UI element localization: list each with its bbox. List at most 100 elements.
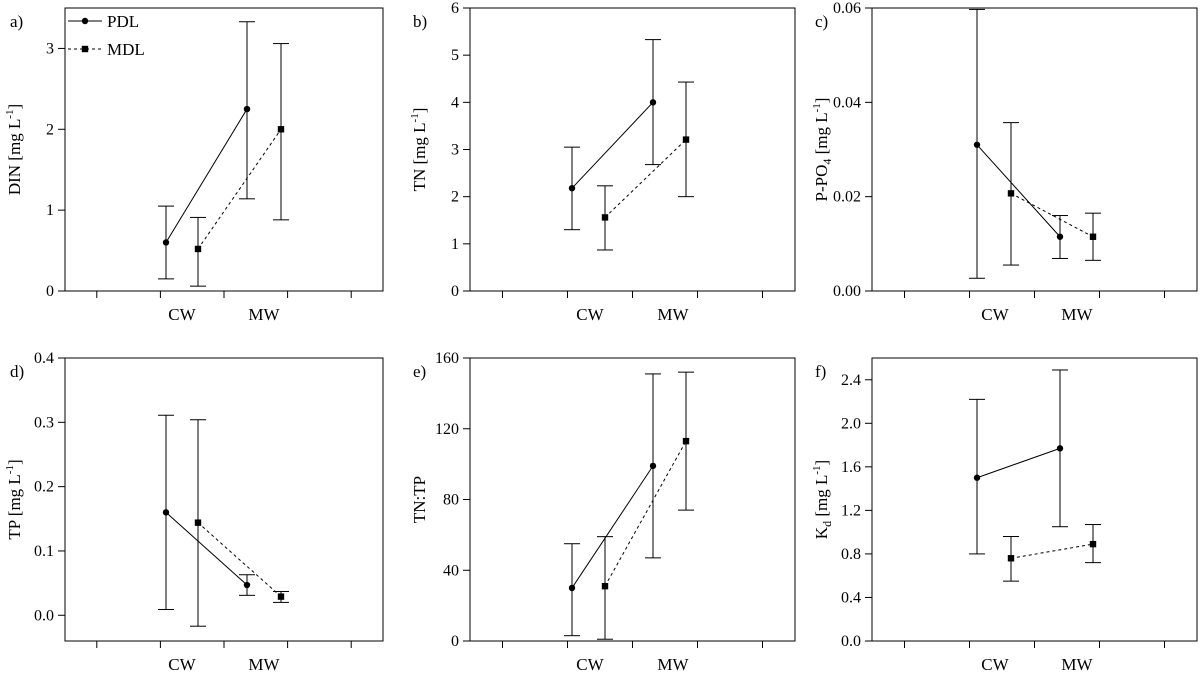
y-tick-label: 2.4 bbox=[841, 372, 861, 389]
y-tick-label: 0.02 bbox=[833, 189, 861, 206]
panel-label: e) bbox=[413, 362, 426, 381]
y-tick-label: 1 bbox=[451, 236, 459, 253]
x-category-label: MW bbox=[1061, 655, 1093, 673]
legend: PDL MDL bbox=[68, 12, 145, 59]
data-point-pdl bbox=[243, 581, 251, 589]
series-line-pdl bbox=[571, 465, 654, 589]
y-tick-label: 0 bbox=[46, 283, 54, 300]
legend-label-mdl: MDL bbox=[107, 40, 145, 59]
data-point-pdl bbox=[1056, 233, 1064, 240]
data-point-mdl bbox=[1007, 190, 1015, 197]
x-category-label: MW bbox=[248, 655, 280, 673]
data-point-pdl bbox=[162, 509, 170, 516]
y-tick-label: 2 bbox=[451, 189, 459, 206]
y-tick-label: 120 bbox=[435, 421, 459, 438]
plot-frame bbox=[871, 357, 1198, 642]
data-point-pdl bbox=[973, 141, 981, 148]
plot-frame bbox=[64, 357, 384, 642]
y-tick-label: 3 bbox=[46, 40, 54, 57]
series-line-mdl bbox=[604, 139, 687, 218]
x-category-label: MW bbox=[657, 655, 689, 673]
y-axis-label: Kd [mg L-1] bbox=[811, 460, 834, 539]
series-line-pdl bbox=[165, 511, 248, 586]
x-category-label: CW bbox=[168, 305, 196, 324]
chart-panel-a: a) 0 1 2 3 CW MW DIN [mg L-1] PDL MDL bbox=[4, 7, 384, 324]
series-line-pdl bbox=[571, 101, 654, 189]
y-tick-label: 0.0 bbox=[34, 607, 54, 624]
panel-label: a) bbox=[10, 12, 23, 31]
x-category-label: MW bbox=[1061, 305, 1093, 324]
y-axis-label: TN [mg L-1] bbox=[409, 108, 429, 192]
chart-panel-f: f) 0.0 0.4 0.8 1.2 1.6 2.0 2.4 CW MW Kd [mg L-1] bbox=[811, 357, 1198, 673]
x-category-label: MW bbox=[657, 305, 689, 324]
y-tick-label: 0.0 bbox=[841, 633, 861, 650]
x-category-label: CW bbox=[576, 655, 604, 673]
y-axis-label: DIN [mg L-1] bbox=[4, 104, 24, 195]
data-point-mdl bbox=[1089, 540, 1097, 548]
series-line-pdl bbox=[976, 144, 1061, 238]
y-tick-label: 0.2 bbox=[34, 479, 54, 496]
data-point-mdl bbox=[277, 593, 285, 600]
y-tick-label: 5 bbox=[451, 47, 459, 64]
y-tick-label: 0 bbox=[451, 633, 459, 650]
data-point-mdl bbox=[682, 136, 690, 143]
x-category-label: CW bbox=[981, 305, 1009, 324]
data-point-mdl bbox=[682, 437, 690, 445]
y-tick-label: 160 bbox=[435, 350, 459, 367]
data-point-pdl bbox=[649, 462, 657, 470]
data-point-pdl bbox=[568, 184, 576, 192]
data-point-pdl bbox=[1056, 445, 1064, 452]
y-tick-label: 4 bbox=[451, 94, 459, 111]
y-axis-label: TP [mg L-1] bbox=[4, 459, 24, 539]
chart-panel-e: e) 0 40 80 120 160 CW MW TN:TP bbox=[410, 350, 796, 673]
panel-label: d) bbox=[10, 362, 24, 381]
data-point-mdl bbox=[277, 126, 285, 133]
y-tick-label: 1 bbox=[46, 202, 54, 219]
data-point-mdl bbox=[601, 214, 609, 221]
chart-panel-b: b) 0 1 2 3 4 5 6 CW MW TN [mg L-1] bbox=[409, 0, 796, 324]
y-tick-label: 6 bbox=[451, 0, 459, 17]
y-tick-label: 2 bbox=[46, 121, 54, 138]
series-line-mdl bbox=[1010, 543, 1094, 559]
y-tick-label: 0.1 bbox=[34, 543, 54, 560]
y-tick-label: 0.06 bbox=[833, 0, 861, 17]
y-tick-label: 0.04 bbox=[833, 94, 861, 111]
y-tick-label: 3 bbox=[451, 142, 459, 159]
y-tick-label: 1.2 bbox=[841, 502, 861, 519]
x-category-label: MW bbox=[248, 305, 280, 324]
data-point-pdl bbox=[243, 105, 251, 113]
series-line-pdl bbox=[976, 447, 1061, 479]
y-tick-label: 0.4 bbox=[841, 589, 861, 606]
x-category-label: CW bbox=[168, 655, 196, 673]
data-point-pdl bbox=[973, 474, 981, 481]
data-point-mdl bbox=[601, 582, 609, 590]
series-line-mdl bbox=[197, 522, 282, 597]
data-point-pdl bbox=[568, 584, 576, 592]
y-tick-label: 1.6 bbox=[841, 459, 861, 476]
y-tick-label: 0 bbox=[451, 283, 459, 300]
x-category-label: CW bbox=[576, 305, 604, 324]
data-point-mdl bbox=[1089, 233, 1097, 240]
chart-panel-c: c) 0.00 0.02 0.04 0.06 CW MW P-PO4 [mg L-1] bbox=[811, 0, 1198, 324]
data-point-mdl bbox=[1007, 555, 1015, 562]
series-line-mdl bbox=[197, 129, 282, 250]
y-tick-label: 0.3 bbox=[34, 414, 54, 431]
legend-marker bbox=[81, 17, 89, 25]
panel-label: c) bbox=[815, 12, 828, 31]
y-tick-label: 0.00 bbox=[833, 283, 861, 300]
panel-label: b) bbox=[413, 12, 427, 31]
y-axis-label: P-PO4 [mg L-1] bbox=[811, 98, 834, 202]
series-line-mdl bbox=[604, 440, 687, 587]
y-tick-label: 2.0 bbox=[841, 415, 861, 432]
data-point-pdl bbox=[649, 99, 657, 106]
legend-marker bbox=[81, 45, 89, 53]
series-line-pdl bbox=[165, 108, 248, 243]
y-tick-label: 80 bbox=[443, 492, 459, 509]
y-tick-label: 40 bbox=[443, 562, 459, 579]
y-tick-label: 0.8 bbox=[841, 546, 861, 563]
plot-frame bbox=[469, 7, 796, 292]
chart-panel-d: d) 0.0 0.1 0.2 0.3 0.4 CW MW TP [mg L-1] bbox=[4, 350, 384, 673]
y-axis-label: TN:TP bbox=[410, 476, 429, 523]
data-point-pdl bbox=[162, 239, 170, 246]
